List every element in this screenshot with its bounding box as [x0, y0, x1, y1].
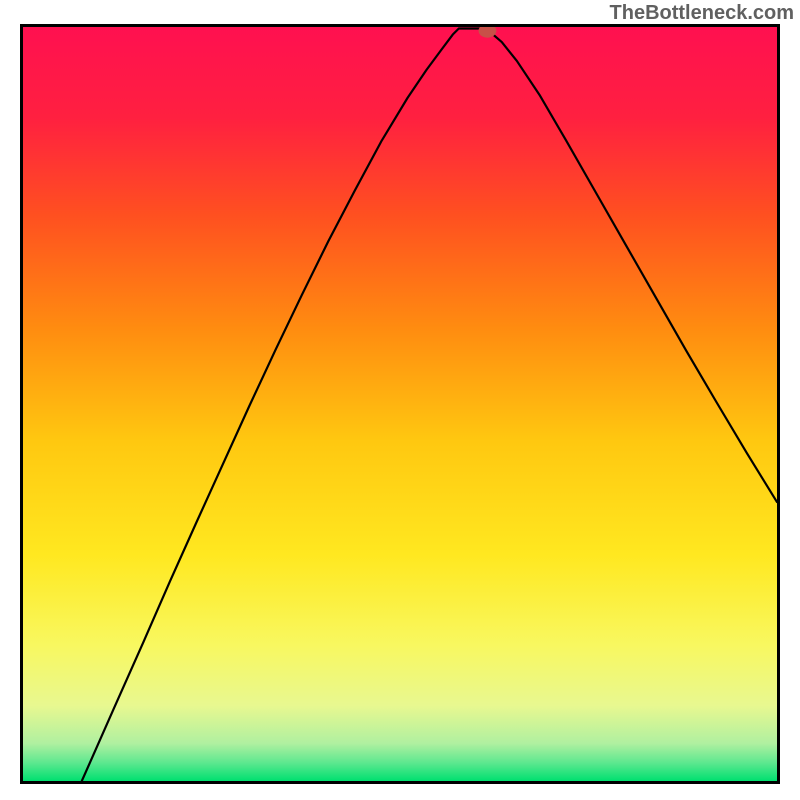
curve-layer — [23, 27, 777, 781]
bottleneck-curve — [82, 29, 777, 781]
plot-area — [20, 24, 780, 784]
attribution-label: TheBottleneck.com — [610, 2, 794, 25]
bottleneck-chart: TheBottleneck.com — [0, 0, 800, 800]
